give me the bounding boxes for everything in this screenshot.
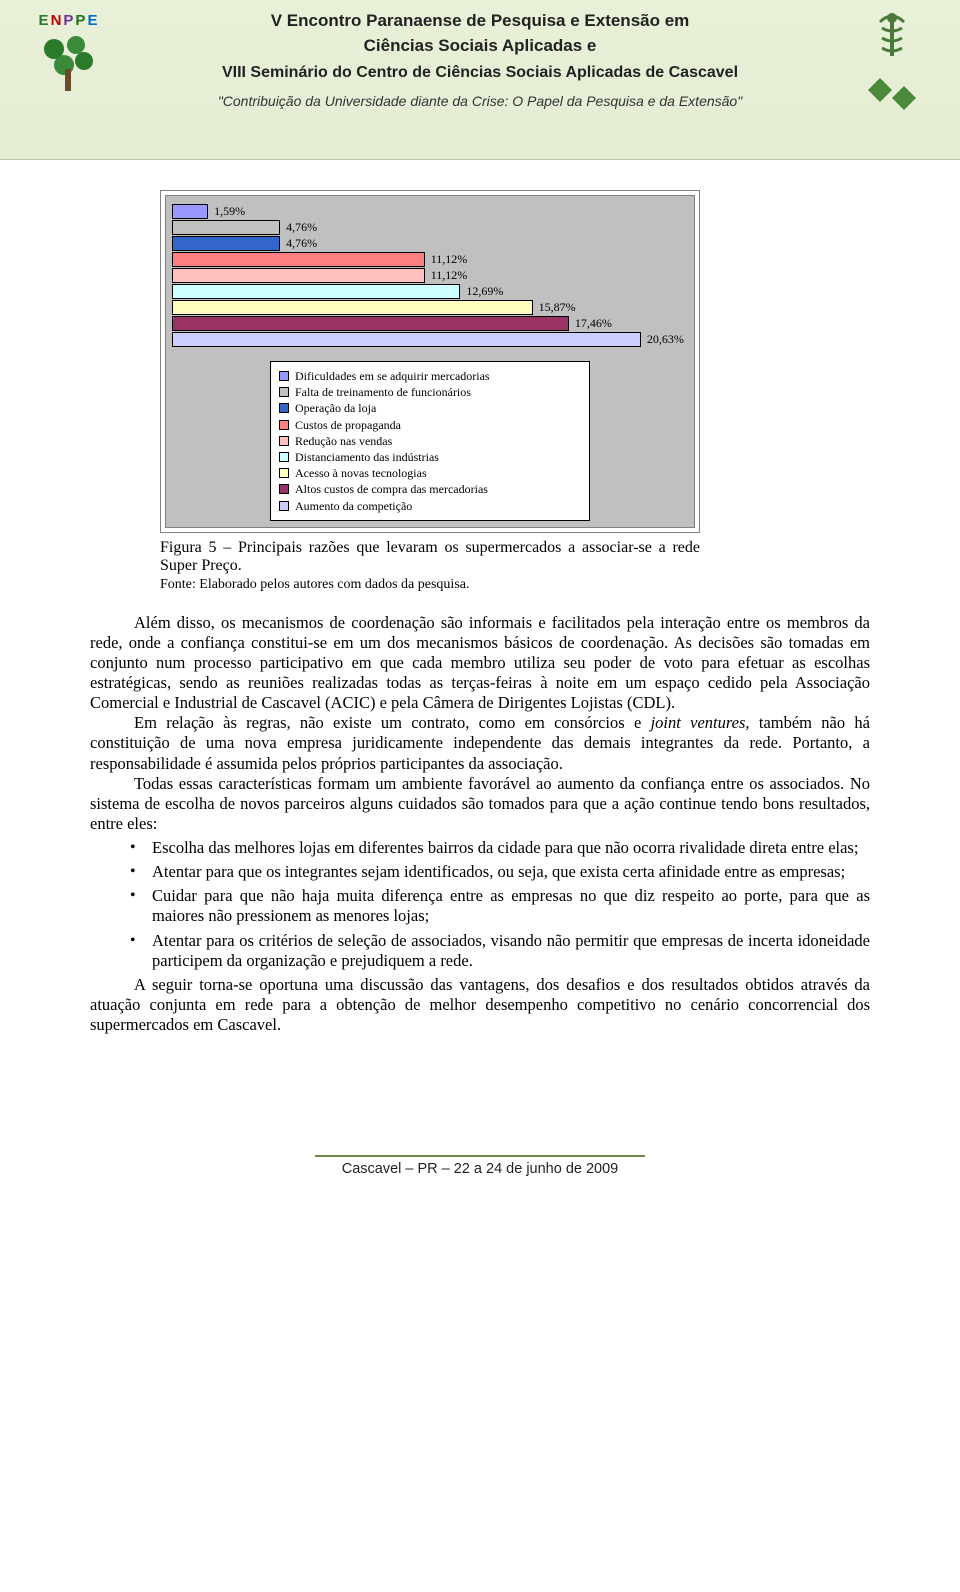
chart-bar-row: 17,46%	[172, 316, 688, 331]
figure-caption: Figura 5 – Principais razões que levaram…	[160, 539, 700, 575]
legend-item: Redução nas vendas	[279, 433, 581, 449]
chart-bar-label: 4,76%	[286, 236, 317, 251]
text-run: Em relação às regras, não existe um cont…	[134, 713, 651, 732]
legend-label: Altos custos de compra das mercadorias	[295, 481, 488, 497]
chart-bar	[172, 252, 425, 267]
banner-title-line3: VIII Seminário do Centro de Ciências Soc…	[140, 62, 820, 84]
legend-label: Dificuldades em se adquirir mercadorias	[295, 368, 490, 384]
paragraph: Além disso, os mecanismos de coordenação…	[90, 613, 870, 714]
list-item: Atentar para os critérios de seleção de …	[90, 931, 870, 971]
legend-label: Custos de propaganda	[295, 417, 401, 433]
legend-item: Dificuldades em se adquirir mercadorias	[279, 368, 581, 384]
chart-bar-label: 4,76%	[286, 220, 317, 235]
paragraph: Todas essas características formam um am…	[90, 774, 870, 834]
logo-left: E N P P E	[18, 12, 118, 102]
legend-label: Operação da loja	[295, 400, 376, 416]
footer-divider	[315, 1155, 645, 1157]
legend-swatch	[279, 420, 289, 430]
legend-swatch	[279, 403, 289, 413]
chart-bar-row: 20,63%	[172, 332, 688, 347]
chart-bar-label: 11,12%	[431, 268, 468, 283]
chart-bar	[172, 220, 280, 235]
paragraph: Em relação às regras, não existe um cont…	[90, 713, 870, 773]
logo-letter: E	[87, 12, 97, 29]
legend-swatch	[279, 468, 289, 478]
diamonds-icon	[864, 74, 920, 114]
legend-swatch	[279, 501, 289, 511]
logo-letters: E N P P E	[39, 12, 98, 29]
chart-bar	[172, 236, 280, 251]
legend-swatch	[279, 371, 289, 381]
chart-bar-label: 15,87%	[539, 300, 576, 315]
figure-source: Fonte: Elaborado pelos autores com dados…	[160, 577, 870, 593]
logo-letter: P	[63, 12, 73, 29]
logo-letter: E	[39, 12, 49, 29]
chart-bar	[172, 332, 641, 347]
chart-bar	[172, 284, 460, 299]
chart-legend: Dificuldades em se adquirir mercadoriasF…	[270, 361, 590, 521]
chart-bar-row: 11,12%	[172, 268, 688, 283]
chart-bar-label: 20,63%	[647, 332, 684, 347]
legend-item: Distanciamento das indústrias	[279, 449, 581, 465]
chart-bar	[172, 316, 569, 331]
legend-item: Falta de treinamento de funcionários	[279, 384, 581, 400]
legend-item: Altos custos de compra das mercadorias	[279, 481, 581, 497]
chart-bar-row: 4,76%	[172, 220, 688, 235]
chart-bar-row: 12,69%	[172, 284, 688, 299]
legend-label: Falta de treinamento de funcionários	[295, 384, 471, 400]
chart-bar-label: 1,59%	[214, 204, 245, 219]
body-text: Além disso, os mecanismos de coordenação…	[90, 613, 870, 1036]
page-header-banner: E N P P E V Encontro Paranaense de Pesqu…	[0, 0, 960, 160]
chart-bar-label: 11,12%	[431, 252, 468, 267]
legend-swatch	[279, 484, 289, 494]
banner-title-line1: V Encontro Paranaense de Pesquisa e Exte…	[140, 10, 820, 33]
banner-tagline: "Contribuição da Universidade diante da …	[140, 93, 820, 109]
chart-bar-row: 15,87%	[172, 300, 688, 315]
logo-right	[842, 10, 942, 130]
caduceus-icon	[870, 10, 914, 62]
paragraph: A seguir torna-se oportuna uma discussão…	[90, 975, 870, 1035]
legend-label: Aumento da competição	[295, 498, 412, 514]
list-item: Atentar para que os integrantes sejam id…	[90, 862, 870, 882]
legend-label: Redução nas vendas	[295, 433, 392, 449]
footer-text: Cascavel – PR – 22 a 24 de junho de 2009	[90, 1161, 870, 1177]
legend-item: Aumento da competição	[279, 498, 581, 514]
chart-bar-row: 1,59%	[172, 204, 688, 219]
tree-icon	[36, 31, 100, 95]
legend-swatch	[279, 436, 289, 446]
page-footer: Cascavel – PR – 22 a 24 de junho de 2009	[90, 1155, 870, 1177]
legend-item: Acesso à novas tecnologias	[279, 465, 581, 481]
banner-title-line2: Ciências Sociais Aplicadas e	[140, 35, 820, 58]
chart-container: 1,59%4,76%4,76%11,12%11,12%12,69%15,87%1…	[160, 190, 700, 533]
chart-bar-row: 11,12%	[172, 252, 688, 267]
chart-bar	[172, 268, 425, 283]
chart-bar-row: 4,76%	[172, 236, 688, 251]
logo-letter: P	[75, 12, 85, 29]
legend-label: Distanciamento das indústrias	[295, 449, 439, 465]
legend-item: Custos de propaganda	[279, 417, 581, 433]
bullet-list: Escolha das melhores lojas em diferentes…	[90, 838, 870, 971]
legend-swatch	[279, 387, 289, 397]
chart-plot-area: 1,59%4,76%4,76%11,12%11,12%12,69%15,87%1…	[165, 195, 695, 528]
legend-item: Operação da loja	[279, 400, 581, 416]
list-item: Escolha das melhores lojas em diferentes…	[90, 838, 870, 858]
list-item: Cuidar para que não haja muita diferença…	[90, 886, 870, 926]
chart-bar	[172, 204, 208, 219]
chart-bar-label: 17,46%	[575, 316, 612, 331]
italic-term: joint ventures,	[651, 713, 750, 732]
legend-swatch	[279, 452, 289, 462]
chart-bar-label: 12,69%	[466, 284, 503, 299]
legend-label: Acesso à novas tecnologias	[295, 465, 427, 481]
chart-bar	[172, 300, 533, 315]
logo-letter: N	[51, 12, 62, 29]
page-content: 1,59%4,76%4,76%11,12%11,12%12,69%15,87%1…	[0, 160, 960, 1217]
